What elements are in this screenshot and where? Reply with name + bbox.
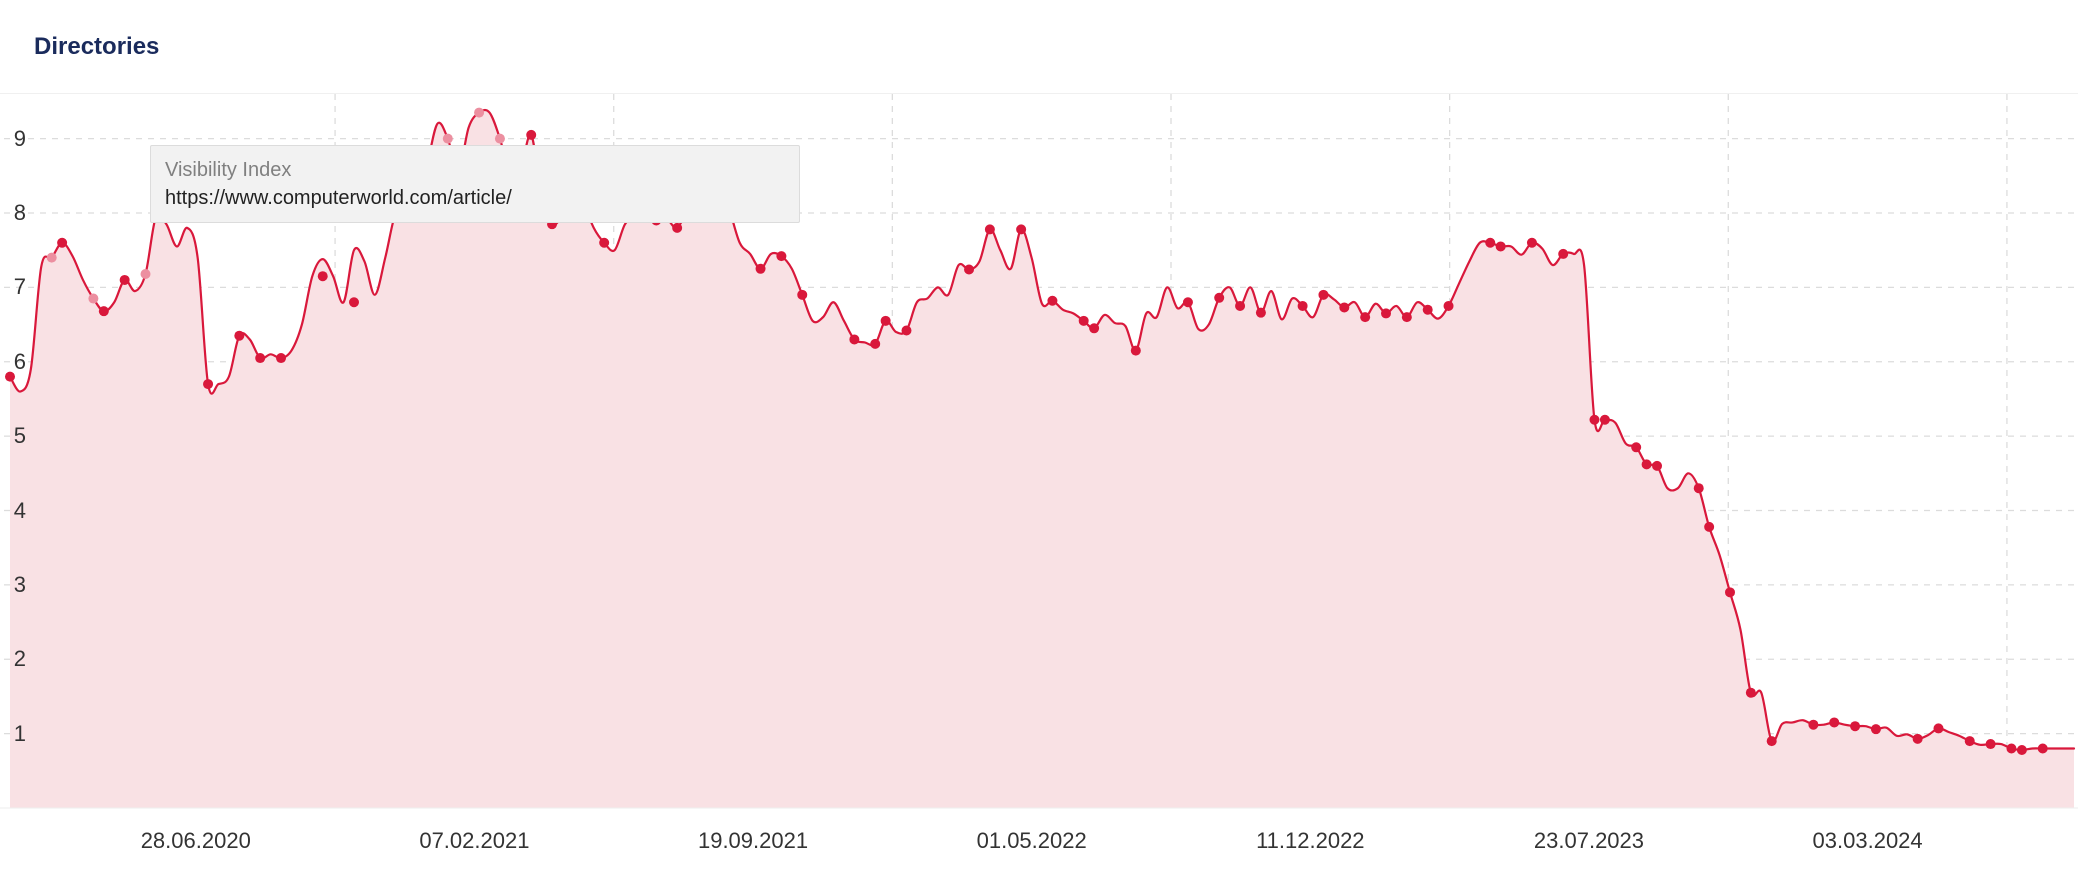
chart-plot-area[interactable]: 1 2 3 4 5 6 7 8 9 28.06.2020 07.02.2021 19.09.2021… [0, 94, 2078, 896]
data-point[interactable] [1808, 720, 1818, 730]
data-point[interactable] [1214, 293, 1224, 303]
chart-tooltip: Visibility Index https://www.computerwor… [150, 145, 800, 223]
data-point[interactable] [1746, 688, 1756, 698]
data-point[interactable] [985, 224, 995, 234]
data-point[interactable] [776, 251, 786, 261]
data-point[interactable] [964, 265, 974, 275]
data-point[interactable] [495, 134, 505, 144]
y-axis-tick-label: 3 [0, 572, 26, 598]
data-point[interactable] [1339, 302, 1349, 312]
data-point[interactable] [1642, 459, 1652, 469]
data-point[interactable] [672, 223, 682, 233]
data-point[interactable] [1298, 301, 1308, 311]
x-axis-tick-label: 19.09.2021 [698, 828, 808, 854]
data-point[interactable] [1423, 305, 1433, 315]
x-axis-tick-label: 28.06.2020 [141, 828, 251, 854]
x-axis-tick-label: 01.05.2022 [977, 828, 1087, 854]
data-point[interactable] [1600, 415, 1610, 425]
chart-title: Directories [34, 33, 159, 61]
data-point[interactable] [1235, 301, 1245, 311]
tooltip-title: Visibility Index [165, 156, 785, 184]
x-axis-tick-label: 03.03.2024 [1813, 828, 1923, 854]
y-axis-tick-label: 4 [0, 498, 26, 524]
data-point[interactable] [234, 331, 244, 341]
data-point[interactable] [1965, 736, 1975, 746]
y-axis-tick-label: 2 [0, 646, 26, 672]
data-point[interactable] [1402, 312, 1412, 322]
data-point[interactable] [1485, 238, 1495, 248]
data-point[interactable] [526, 130, 536, 140]
chart-header: Directories [0, 0, 2078, 94]
data-point[interactable] [318, 271, 328, 281]
data-point[interactable] [1933, 723, 1943, 733]
data-point[interactable] [881, 316, 891, 326]
chart-container: Directories 1 2 3 4 5 6 7 8 9 28.06.2020 07.02.20… [0, 0, 2078, 896]
data-point[interactable] [1704, 522, 1714, 532]
y-axis-tick-label: 9 [0, 126, 26, 152]
data-point[interactable] [756, 264, 766, 274]
data-point[interactable] [1558, 249, 1568, 259]
y-axis-tick-label: 7 [0, 274, 26, 300]
data-point[interactable] [1183, 297, 1193, 307]
data-point[interactable] [255, 353, 265, 363]
data-point[interactable] [1496, 241, 1506, 251]
data-point[interactable] [870, 339, 880, 349]
data-point[interactable] [443, 134, 453, 144]
data-point[interactable] [141, 269, 151, 279]
data-point[interactable] [1016, 224, 1026, 234]
data-point[interactable] [2017, 745, 2027, 755]
data-point[interactable] [2006, 744, 2016, 754]
data-point[interactable] [1360, 312, 1370, 322]
data-point[interactable] [1631, 442, 1641, 452]
data-point[interactable] [99, 306, 109, 316]
data-point[interactable] [1318, 290, 1328, 300]
x-axis-tick-label: 23.07.2023 [1534, 828, 1644, 854]
y-axis-tick-label: 1 [0, 721, 26, 747]
data-point[interactable] [57, 238, 67, 248]
data-point[interactable] [599, 238, 609, 248]
data-point[interactable] [1381, 308, 1391, 318]
data-point[interactable] [1725, 587, 1735, 597]
data-point[interactable] [901, 326, 911, 336]
data-point[interactable] [797, 290, 807, 300]
data-point[interactable] [1131, 346, 1141, 356]
data-point[interactable] [1652, 461, 1662, 471]
y-axis-tick-label: 5 [0, 423, 26, 449]
data-point[interactable] [88, 294, 98, 304]
data-point[interactable] [349, 297, 359, 307]
data-point[interactable] [1694, 483, 1704, 493]
data-point[interactable] [120, 275, 130, 285]
data-point[interactable] [1986, 739, 1996, 749]
data-point[interactable] [849, 334, 859, 344]
tooltip-subtitle: https://www.computerworld.com/article/ [165, 184, 785, 212]
y-axis-tick-label: 8 [0, 200, 26, 226]
data-point[interactable] [474, 108, 484, 118]
x-axis-tick-label: 11.12.2022 [1256, 828, 1364, 854]
data-point[interactable] [1527, 238, 1537, 248]
data-point[interactable] [1871, 724, 1881, 734]
data-point[interactable] [1089, 323, 1099, 333]
data-point[interactable] [1256, 308, 1266, 318]
x-axis-tick-label: 07.02.2021 [419, 828, 529, 854]
data-point[interactable] [47, 253, 57, 263]
data-point[interactable] [1913, 734, 1923, 744]
data-point[interactable] [1444, 301, 1454, 311]
data-point[interactable] [1850, 721, 1860, 731]
data-point[interactable] [1829, 717, 1839, 727]
data-point[interactable] [1047, 296, 1057, 306]
data-point[interactable] [203, 379, 213, 389]
y-axis-tick-label: 6 [0, 349, 26, 375]
data-point[interactable] [1767, 736, 1777, 746]
data-point[interactable] [276, 353, 286, 363]
data-point[interactable] [2038, 744, 2048, 754]
data-point[interactable] [1079, 316, 1089, 326]
data-point[interactable] [1589, 415, 1599, 425]
